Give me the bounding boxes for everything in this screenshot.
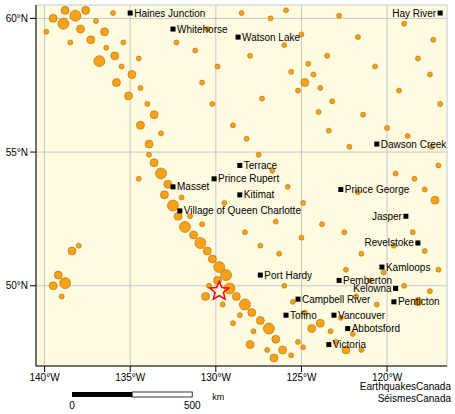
svg-text:Campbell River: Campbell River	[302, 294, 371, 305]
svg-text:km: km	[212, 392, 224, 402]
svg-text:0: 0	[69, 400, 75, 411]
svg-text:Dawson Creek: Dawson Creek	[381, 139, 447, 150]
svg-text:135°W: 135°W	[115, 372, 146, 383]
svg-text:Watson Lake: Watson Lake	[242, 32, 300, 43]
svg-text:Masset: Masset	[177, 181, 209, 192]
svg-text:50°N: 50°N	[8, 280, 28, 291]
svg-text:120°W: 120°W	[372, 372, 403, 383]
svg-text:130°W: 130°W	[201, 372, 232, 383]
svg-text:125°W: 125°W	[286, 372, 317, 383]
svg-text:Village of Queen Charlotte: Village of Queen Charlotte	[184, 205, 302, 216]
svg-text:Prince George: Prince George	[345, 184, 410, 195]
svg-text:55°N: 55°N	[8, 147, 28, 158]
svg-text:Port Hardy: Port Hardy	[264, 270, 312, 281]
svg-text:Vancouver: Vancouver	[338, 310, 386, 321]
svg-text:Kitimat: Kitimat	[244, 189, 275, 200]
svg-text:Hay River: Hay River	[392, 8, 437, 19]
svg-text:EarthquakesCanada: EarthquakesCanada	[360, 381, 447, 392]
svg-text:Kamloops: Kamloops	[386, 262, 430, 273]
svg-text:Tofino: Tofino	[290, 310, 317, 321]
svg-text:SéismesCanada: SéismesCanada	[378, 393, 447, 404]
svg-text:Whitehorse: Whitehorse	[177, 24, 228, 35]
svg-text:Haines Junction: Haines Junction	[134, 8, 205, 19]
svg-text:500: 500	[184, 400, 201, 411]
svg-text:Pemberton: Pemberton	[343, 274, 392, 286]
svg-text:Kelowna: Kelowna	[353, 283, 392, 294]
svg-text:Victoria: Victoria	[333, 339, 367, 350]
svg-text:60°N: 60°N	[8, 13, 28, 24]
svg-text:Prince Rupert: Prince Rupert	[218, 173, 279, 184]
svg-text:Jasper: Jasper	[372, 211, 403, 222]
svg-text:140°W: 140°W	[30, 372, 61, 383]
svg-text:Abbotsford: Abbotsford	[352, 323, 400, 334]
svg-text:Penticton: Penticton	[398, 296, 440, 307]
svg-text:Terrace: Terrace	[244, 160, 278, 171]
svg-text:Revelstoke: Revelstoke	[364, 237, 414, 248]
